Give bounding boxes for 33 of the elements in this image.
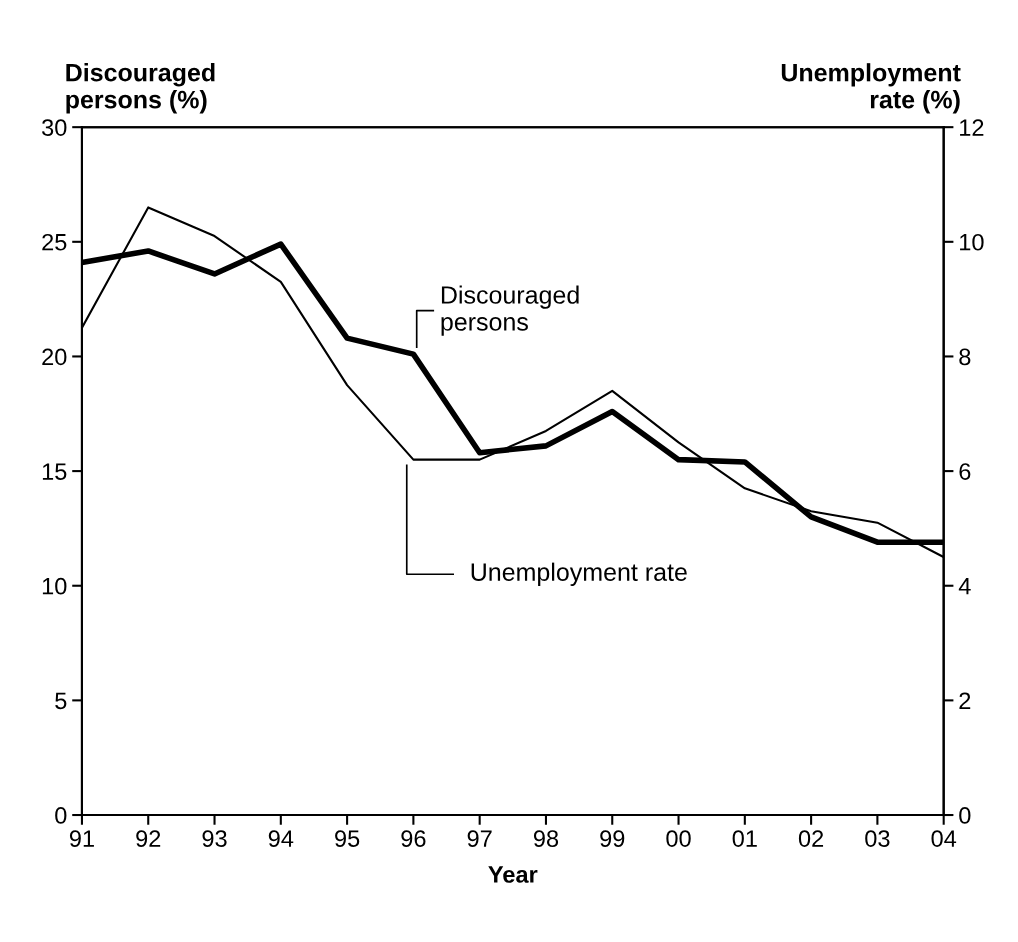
x-tick-label: 01	[732, 830, 757, 847]
x-tick-label: 95	[335, 830, 360, 847]
y-tick-label: 25	[42, 233, 67, 251]
y-tick-label: 0	[55, 807, 67, 824]
y-tick-label: 20	[42, 348, 67, 366]
x-tick-label: 97	[467, 830, 492, 847]
y-tick-label: 10	[42, 577, 67, 595]
x-tick-label: 91	[69, 830, 94, 847]
series-label: Discouraged persons	[441, 285, 579, 336]
x-axis-title: Year	[488, 866, 538, 883]
x-tick-label: 96	[401, 830, 426, 847]
y-tick-label: 5	[55, 692, 67, 710]
y2-tick-label: 2	[959, 692, 971, 709]
y-tick-label: 30	[42, 119, 67, 136]
x-tick-label: 03	[865, 830, 890, 847]
y-axis-title: Discouraged persons (%)	[66, 63, 215, 114]
x-tick-label: 04	[931, 830, 957, 847]
x-tick-label: 99	[600, 830, 625, 847]
x-tick-label: 00	[666, 830, 691, 847]
text: Unemployment rate	[471, 562, 687, 586]
y2-tick-label: 10	[960, 233, 984, 251]
y2-tick-label: 12	[960, 119, 984, 136]
y-tick-label: 15	[42, 463, 67, 480]
y2-axis-title: Unemployment rate (%)	[781, 63, 961, 114]
y2-tick-label: 4	[958, 578, 971, 595]
x-tick-label: 92	[136, 830, 161, 847]
y2-tick-label: 0	[959, 807, 971, 824]
x-tick-label: 02	[798, 830, 824, 847]
y2-tick-label: 6	[959, 463, 971, 480]
y2-tick-label: 8	[959, 348, 971, 366]
x-tick-label: 94	[268, 830, 294, 847]
x-tick-label: 98	[533, 830, 559, 847]
x-tick-label: 93	[202, 830, 227, 847]
